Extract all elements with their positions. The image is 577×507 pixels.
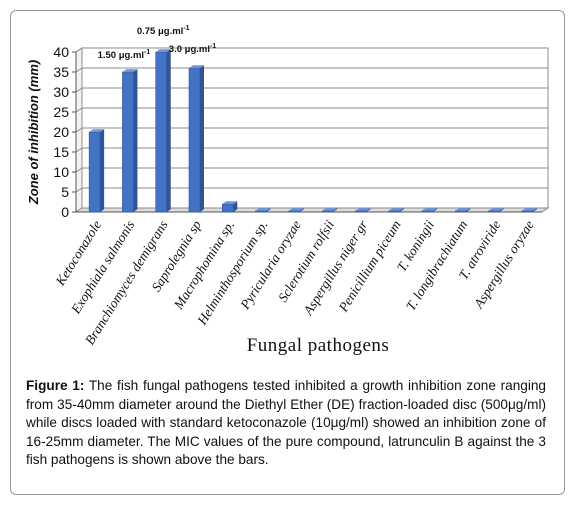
y-tick-label: 10 <box>53 164 69 180</box>
bar-side <box>200 65 204 212</box>
gridline-side <box>75 147 83 153</box>
bar-top <box>222 201 238 204</box>
bar-side <box>133 69 138 212</box>
gridline-side <box>75 67 83 73</box>
bar-side <box>233 201 238 212</box>
data-annotation: 3.0 μg.ml-1 <box>169 43 217 55</box>
bar-top <box>255 208 271 211</box>
bar-top <box>355 208 371 211</box>
bar <box>122 71 134 213</box>
plot-floor <box>74 207 550 213</box>
bar-top <box>288 208 304 211</box>
bar <box>454 210 467 213</box>
gridline-side <box>75 167 83 173</box>
bar-side <box>532 208 537 212</box>
y-tick-label: 30 <box>53 84 69 100</box>
bar <box>288 210 301 213</box>
bar-top <box>422 208 437 211</box>
bar-top <box>521 208 537 211</box>
bar-side <box>100 129 105 212</box>
bar-top <box>388 208 404 211</box>
bar-side <box>166 49 171 213</box>
bar <box>388 210 401 213</box>
y-axis-label: Zone of inhibition (mm) <box>26 60 41 205</box>
bar-side <box>266 208 271 212</box>
bar-side <box>299 208 304 212</box>
bar-side <box>399 208 404 212</box>
data-annotation: 1.50 μg.ml-1 <box>98 49 151 61</box>
gridline-side <box>75 127 83 133</box>
bar <box>188 67 201 213</box>
bar <box>255 210 267 213</box>
bar <box>221 203 234 213</box>
caption-label: Figure 1: <box>26 378 85 393</box>
bar-side <box>333 208 338 212</box>
bar-side <box>499 208 504 212</box>
data-annotation: 0.75 μg.ml-1 <box>137 25 190 37</box>
gridline-side <box>75 47 83 53</box>
bar <box>355 210 367 213</box>
bar-side <box>466 208 471 212</box>
bar-side <box>433 208 437 212</box>
x-tick-label: Aspergillus oryzae <box>470 218 536 312</box>
bar-top <box>455 208 471 211</box>
y-tick-label: 40 <box>53 44 69 60</box>
bar-top <box>122 69 138 72</box>
gridline-side <box>75 107 83 113</box>
gridline-side <box>75 187 83 193</box>
bar-top <box>488 208 504 211</box>
bar-side <box>366 208 371 212</box>
y-tick-label: 35 <box>53 64 69 80</box>
y-tick-label: 25 <box>53 104 69 120</box>
figure-caption: Figure 1: The fish fungal pathogens test… <box>26 377 546 470</box>
y-tick-label: 5 <box>61 184 69 200</box>
bar-top <box>89 129 105 132</box>
bar-top <box>189 65 204 68</box>
y-tick-label: 20 <box>53 124 69 140</box>
bar-top <box>155 49 171 52</box>
bar <box>521 210 534 213</box>
bar <box>88 131 101 213</box>
bar <box>421 210 434 213</box>
x-axis-label: Fungal pathogens <box>247 335 390 356</box>
bar <box>321 210 334 213</box>
y-tick-label: 15 <box>53 144 69 160</box>
caption-text: The fish fungal pathogens tested inhibit… <box>26 378 546 468</box>
bar <box>155 51 168 213</box>
bar <box>488 210 500 213</box>
bar-top <box>322 208 338 211</box>
gridline-side <box>75 87 83 93</box>
y-tick-label: 0 <box>61 204 69 220</box>
